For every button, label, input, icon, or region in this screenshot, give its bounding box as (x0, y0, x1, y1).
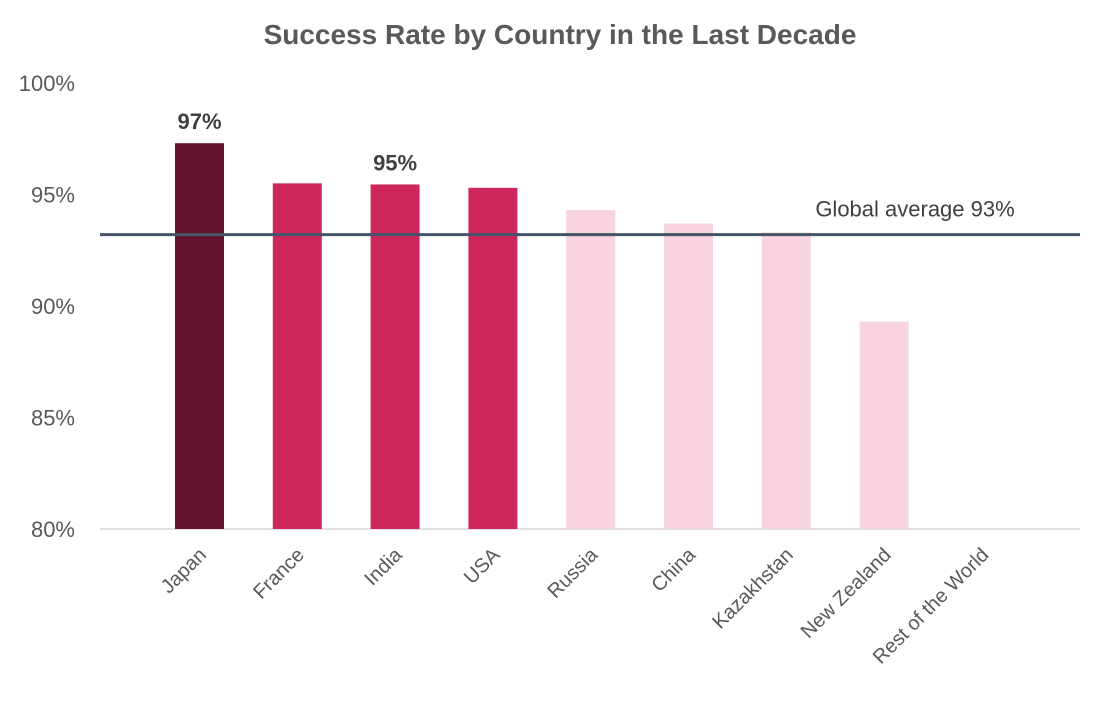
y-axis: 80% 85% 90% 95% 100% (19, 71, 75, 542)
data-labels: 97% 95% (177, 109, 417, 175)
x-tick-label: France (249, 544, 309, 604)
y-tick-label: 95% (31, 183, 75, 208)
x-tick-label: Japan (157, 544, 211, 598)
bar (664, 223, 713, 530)
x-tick-label: Russia (543, 543, 602, 602)
bar-series (175, 143, 909, 530)
global-average-label: Global average 93% (815, 197, 1014, 222)
x-tick-label: Kazakhstan (708, 544, 797, 633)
bar (272, 183, 322, 529)
y-tick-label: 100% (19, 71, 75, 96)
y-tick-label: 85% (31, 406, 75, 431)
bar (761, 232, 811, 529)
bar (370, 184, 420, 529)
x-tick-label: USA (460, 544, 505, 589)
y-tick-label: 80% (31, 517, 75, 542)
data-label: 95% (373, 150, 417, 175)
bar (859, 321, 909, 529)
bar (566, 210, 616, 530)
chart-title: Success Rate by Country in the Last Deca… (264, 19, 857, 50)
bar (175, 143, 224, 529)
x-tick-label: New Zealand (797, 544, 896, 643)
x-axis: Japan France India USA Russia China Kazakhstan… (157, 543, 993, 668)
x-tick-label: India (360, 543, 407, 590)
x-tick-label: China (648, 543, 701, 596)
bar (468, 187, 518, 529)
y-tick-label: 90% (31, 294, 75, 319)
data-label: 97% (177, 109, 221, 134)
